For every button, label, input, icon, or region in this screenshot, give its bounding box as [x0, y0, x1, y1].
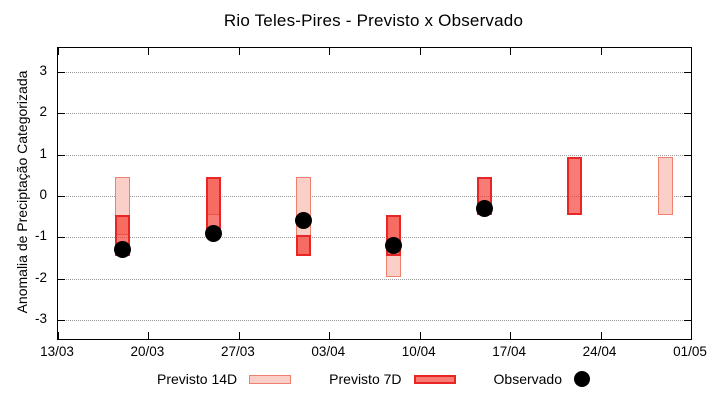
x-axis-tick-label: 27/03	[220, 344, 255, 359]
x-tick-mark	[600, 332, 602, 339]
y-axis-tick-label: -1	[34, 228, 47, 244]
legend-item: Observado	[494, 371, 590, 387]
observed-dot	[114, 241, 132, 259]
y-tick-mark	[684, 71, 691, 73]
x-axis-tick-label: 01/05	[673, 344, 707, 359]
x-tick-mark	[510, 48, 512, 55]
y-tick-mark	[684, 113, 691, 115]
x-tick-mark	[238, 332, 240, 339]
y-tick-mark	[684, 320, 691, 322]
grid-line	[58, 113, 691, 115]
observed-dot	[294, 212, 312, 230]
observed-dot	[204, 224, 222, 242]
x-axis-tick-label: 17/04	[492, 344, 527, 359]
legend-observed-dot-icon	[574, 371, 590, 387]
y-tick-mark	[58, 278, 65, 280]
y-tick-mark	[58, 195, 65, 197]
x-tick-mark	[329, 48, 331, 55]
legend: Previsto 14D Previsto 7D Observado	[57, 371, 690, 387]
y-tick-mark	[684, 237, 691, 239]
x-tick-mark	[58, 332, 59, 339]
x-tick-mark	[419, 332, 421, 339]
x-tick-mark	[419, 48, 421, 55]
x-tick-mark	[148, 48, 150, 55]
x-axis-tick-label: 13/03	[40, 344, 74, 359]
observed-dot	[475, 199, 493, 217]
legend-label: Observado	[493, 371, 562, 387]
y-axis-tick-label: 0	[39, 186, 47, 202]
legend-item: Previsto 7D	[329, 371, 456, 387]
y-axis-tick-label: -2	[34, 269, 47, 285]
x-tick-mark	[329, 332, 331, 339]
grid-line	[58, 71, 691, 73]
x-tick-mark	[691, 332, 692, 339]
legend-swatch-7d	[413, 374, 456, 384]
legend-swatch-14d	[249, 374, 292, 384]
grid-line	[58, 237, 691, 239]
forecast-14d-bar	[657, 156, 673, 215]
x-axis-tick-label: 03/04	[311, 344, 346, 359]
y-tick-mark	[58, 113, 65, 115]
forecast-7d-bar	[567, 156, 583, 215]
grid-line	[58, 320, 691, 322]
y-tick-mark	[684, 195, 691, 197]
legend-label: Previsto 7D	[329, 371, 402, 387]
forecast-7d-bar	[295, 235, 311, 257]
x-tick-mark	[510, 332, 512, 339]
y-tick-mark	[58, 71, 65, 73]
plot-area	[57, 47, 692, 340]
y-axis-tick-label: 2	[39, 104, 47, 120]
observed-dot	[385, 237, 403, 255]
y-axis-tick-label: 3	[39, 62, 47, 78]
x-tick-mark	[58, 48, 59, 55]
x-axis-tick-label: 20/03	[130, 344, 165, 359]
y-axis-tick-label: 1	[39, 145, 47, 161]
y-tick-mark	[684, 278, 691, 280]
legend-label: Previsto 14D	[157, 371, 238, 387]
y-tick-mark	[684, 154, 691, 156]
y-tick-mark	[58, 320, 65, 322]
grid-line	[58, 154, 691, 156]
y-tick-mark	[58, 154, 65, 156]
y-tick-mark	[58, 237, 65, 239]
x-axis-tick-label: 24/04	[582, 344, 617, 359]
x-axis-tick-label: 10/04	[401, 344, 436, 359]
legend-item: Previsto 14D	[157, 371, 292, 387]
chart-title: Rio Teles-Pires - Previsto x Observado	[223, 11, 524, 30]
x-tick-mark	[238, 48, 240, 55]
y-axis-tick-label: -3	[34, 311, 47, 327]
grid-line	[58, 195, 691, 197]
grid-line	[58, 278, 691, 280]
x-tick-mark	[600, 48, 602, 55]
x-tick-mark	[148, 332, 150, 339]
x-tick-mark	[691, 48, 692, 55]
